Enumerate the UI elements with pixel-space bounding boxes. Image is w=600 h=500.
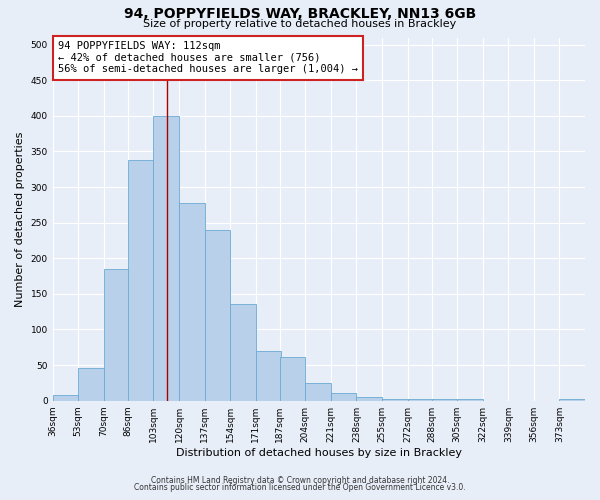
Bar [331,393,356,400]
Bar [559,398,585,400]
Text: 94, POPPYFIELDS WAY, BRACKLEY, NN13 6GB: 94, POPPYFIELDS WAY, BRACKLEY, NN13 6GB [124,8,476,22]
Text: 94 POPPYFIELDS WAY: 112sqm
← 42% of detached houses are smaller (756)
56% of sem: 94 POPPYFIELDS WAY: 112sqm ← 42% of deta… [58,41,358,74]
Bar [179,204,205,400]
Bar [230,304,256,400]
Text: Size of property relative to detached houses in Brackley: Size of property relative to detached ho… [143,19,457,29]
X-axis label: Distribution of detached houses by size in Brackley: Distribution of detached houses by size … [176,448,462,458]
Text: Contains HM Land Registry data © Crown copyright and database right 2024.: Contains HM Land Registry data © Crown c… [151,476,449,485]
Bar [78,368,104,400]
Bar [256,351,281,401]
Bar [128,160,154,400]
Bar [305,383,331,400]
Bar [104,269,130,400]
Y-axis label: Number of detached properties: Number of detached properties [15,132,25,307]
Text: Contains public sector information licensed under the Open Government Licence v3: Contains public sector information licen… [134,483,466,492]
Bar [154,116,179,401]
Bar [382,398,407,400]
Bar [280,356,305,401]
Bar [53,395,78,400]
Bar [356,397,382,400]
Bar [205,230,230,400]
